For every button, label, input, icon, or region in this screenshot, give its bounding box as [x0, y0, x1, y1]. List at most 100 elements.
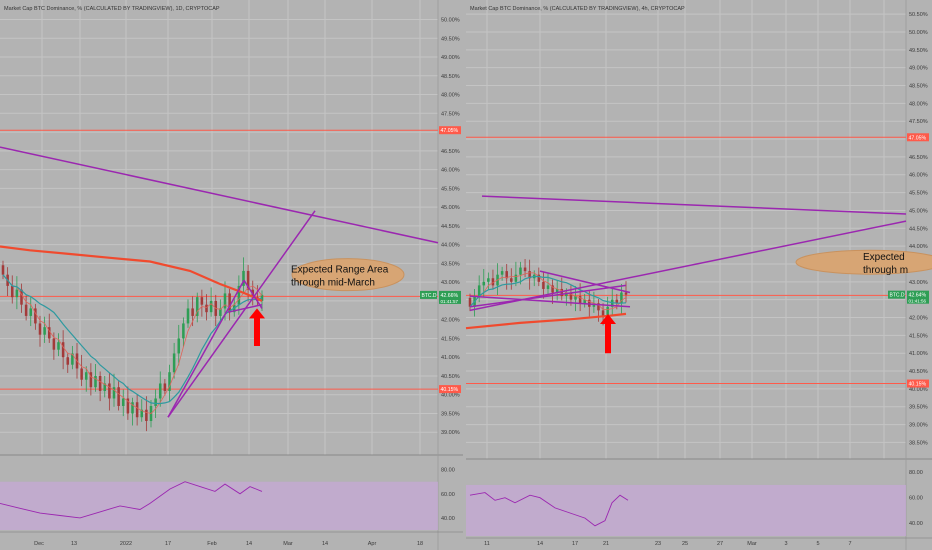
candle-body	[606, 306, 609, 318]
level-tag-bg	[907, 133, 929, 142]
candle-body	[569, 292, 573, 300]
y-tick-label: 49.50%	[441, 36, 460, 42]
ma-long-line	[0, 245, 263, 302]
candle-body	[528, 271, 531, 279]
candle-body	[542, 281, 545, 289]
candle-body	[126, 398, 130, 414]
y-tick-label: 44.50%	[441, 224, 460, 230]
x-tick-label: 23	[655, 541, 661, 547]
candle-body	[66, 357, 70, 365]
x-tick-label: 25	[682, 541, 688, 547]
price-tag-bg	[439, 290, 461, 304]
candle-body	[487, 278, 490, 282]
y-tick-label: 41.50%	[441, 336, 460, 342]
candle-body	[154, 398, 157, 406]
rsi-tick-label: 60.00	[909, 496, 923, 502]
trendline	[539, 270, 631, 294]
level-tag-label: 47.05%	[441, 128, 459, 134]
candle-body	[103, 383, 107, 391]
candle-body	[588, 299, 591, 307]
y-tick-label: 48.50%	[441, 74, 460, 80]
y-tick-label: 49.50%	[909, 48, 928, 54]
price-tag-value: 42.66%	[441, 293, 459, 299]
candle-body	[219, 308, 222, 316]
y-tick-label: 48.00%	[909, 101, 928, 107]
level-tag-label: 40.15%	[441, 387, 459, 393]
y-tick-label: 50.50%	[909, 12, 928, 18]
symbol-tag-label: BTC.D	[422, 293, 437, 299]
price-tag: BTC.D 42.66%01:41:57	[420, 290, 461, 304]
rsi-tick-label: 40.00	[909, 521, 923, 527]
trendline	[167, 279, 245, 418]
candle-body	[205, 304, 208, 313]
ma-mid-line	[469, 275, 627, 308]
y-tick-label: 42.00%	[909, 316, 928, 322]
candle-body	[1, 265, 5, 275]
candle-body	[121, 398, 125, 406]
right-chart-panel: 50.50% 50.00% 49.50% 49.00% 48.50% 48.00% 47.5…	[465, 0, 932, 550]
candle-body	[34, 308, 37, 324]
y-tick-label: 47.50%	[441, 111, 460, 117]
y-tick-label: 41.50%	[909, 333, 928, 339]
x-tick-label: 17	[572, 541, 578, 547]
level-tag-bg	[907, 379, 929, 388]
candle-body	[163, 383, 167, 391]
y-tick-label: 50.00%	[441, 18, 460, 24]
rsi-band	[466, 484, 906, 536]
candle-body	[537, 274, 541, 282]
candle-body	[140, 409, 144, 418]
x-tick-label: Mar	[747, 541, 757, 547]
rsi-line	[0, 481, 263, 519]
y-tick-label: 49.00%	[909, 66, 928, 72]
candle-body	[186, 308, 190, 324]
candle-body	[10, 285, 14, 298]
trendline	[0, 146, 439, 244]
y-tick-label: 39.50%	[441, 411, 460, 417]
x-tick-label: 2022	[120, 541, 132, 547]
price-tag-bg	[907, 290, 929, 304]
candle-body	[117, 387, 120, 406]
candle-body	[15, 289, 19, 298]
x-tick-label: Apr	[368, 541, 377, 547]
x-tick-label: 18	[417, 541, 423, 547]
level-tag: 40.15%	[907, 379, 929, 388]
candle-body	[620, 292, 623, 304]
symbol-tag-bg	[420, 290, 437, 299]
range-ellipse	[291, 258, 405, 292]
candle-body	[624, 292, 628, 295]
price-tag-countdown: 01:41:56	[909, 299, 927, 304]
candle-body	[80, 368, 83, 380]
y-tick-label: 46.50%	[441, 149, 460, 155]
y-tick-label: 41.00%	[909, 351, 928, 357]
candle-body	[108, 383, 111, 399]
red-arrow-up	[249, 308, 265, 346]
candle-body	[610, 299, 614, 307]
level-tag: 40.15%	[439, 385, 461, 394]
candle-body	[505, 271, 508, 279]
x-tick-label: Dec	[34, 541, 44, 547]
x-tick-label: 21	[603, 541, 609, 547]
y-tick-label: 45.50%	[441, 186, 460, 192]
y-tick-label: 40.00%	[441, 393, 460, 399]
y-tick-label: 44.50%	[909, 226, 928, 232]
ma-short-line	[2, 274, 263, 414]
candle-body	[24, 304, 28, 316]
candle-body	[47, 327, 51, 339]
trendline	[469, 220, 907, 312]
y-tick-label: 42.00%	[441, 318, 460, 324]
price-tag: BTC.D 42.64%01:41:56	[888, 290, 929, 304]
price-tag-value: 42.64%	[909, 293, 927, 299]
range-annotation: Expected through m	[795, 249, 932, 276]
x-tick-label: 14	[537, 541, 543, 547]
y-tick-label: 46.00%	[909, 173, 928, 179]
x-tick-label: 14	[246, 541, 252, 547]
candle-body	[57, 342, 60, 350]
y-tick-label: 40.50%	[441, 374, 460, 380]
symbol-tag-bg	[888, 290, 905, 299]
candle-body	[38, 323, 42, 335]
candle-body	[89, 372, 93, 388]
y-tick-label: 39.00%	[909, 423, 928, 429]
x-tick-label: 5	[816, 541, 819, 547]
candle-body	[94, 375, 97, 388]
